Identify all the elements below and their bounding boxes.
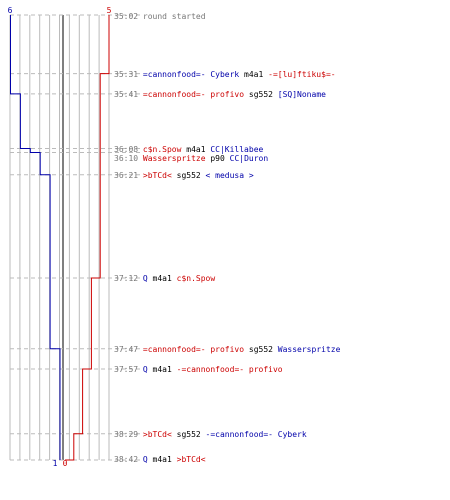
- event-part: sg552: [244, 345, 278, 354]
- event-row: 36:21 >bTCd< sg552 < medusa >: [114, 171, 254, 180]
- event-part: c$n.Spow: [177, 274, 216, 283]
- event-part: m4a1: [239, 70, 268, 79]
- top-right-count: 5: [107, 6, 112, 15]
- event-part: >bTCd<: [177, 455, 206, 464]
- event-time: 36:21: [114, 171, 143, 180]
- event-part: Q: [143, 365, 148, 374]
- event-row: 35:41 =cannonfood=- profivo sg552 [SQ]No…: [114, 90, 326, 99]
- event-row: 38:42 Q m4a1 >bTCd<: [114, 455, 206, 464]
- event-part: Q: [143, 274, 148, 283]
- event-part: m4a1: [148, 365, 177, 374]
- event-part: sg552: [172, 430, 206, 439]
- event-time: 38:42: [114, 455, 143, 464]
- event-part: m4a1: [181, 145, 210, 154]
- event-part: CC|Duron: [230, 154, 269, 163]
- event-part: -=cannonfood=- profivo: [177, 365, 283, 374]
- event-row: 36:10 Wasserspritze p90 CC|Duron: [114, 154, 268, 163]
- event-part: =cannonfood=- Cyberk: [143, 70, 240, 79]
- event-part: sg552: [172, 171, 206, 180]
- event-row: 35:02 round started: [114, 12, 206, 21]
- event-row: 37:47 =cannonfood=- profivo sg552 Wasser…: [114, 345, 341, 354]
- bottom-left-count: 1: [53, 459, 58, 468]
- top-left-count: 6: [8, 6, 13, 15]
- bottom-right-count: 0: [63, 459, 68, 468]
- event-part: sg552: [244, 90, 278, 99]
- event-part: -=cannonfood=- Cyberk: [206, 430, 307, 439]
- event-part: =cannonfood=- profivo: [143, 345, 244, 354]
- event-time: 35:31: [114, 70, 143, 79]
- event-time: 37:12: [114, 274, 143, 283]
- event-dash-lines: [10, 14, 140, 461]
- event-part: =cannonfood=- profivo: [143, 90, 244, 99]
- event-row: 35:31 =cannonfood=- Cyberk m4a1 -=[lu]ft…: [114, 70, 336, 79]
- event-part: CC|Killabee: [210, 145, 263, 154]
- event-part: Q: [143, 455, 148, 464]
- event-part: round started: [143, 12, 206, 21]
- event-time: 38:29: [114, 430, 143, 439]
- event-row: 37:12 Q m4a1 c$n.Spow: [114, 274, 215, 283]
- event-part: c$n.Spow: [143, 145, 182, 154]
- event-time: 35:41: [114, 90, 143, 99]
- axis-labels: 6 5 1 0: [8, 6, 112, 468]
- event-row: 38:29 >bTCd< sg552 -=cannonfood=- Cyberk: [114, 430, 307, 439]
- event-time: 36:10: [114, 154, 143, 163]
- event-part: >bTCd<: [143, 171, 172, 180]
- event-part: [SQ]Noname: [278, 90, 326, 99]
- event-row: 36:08 c$n.Spow m4a1 CC|Killabee: [114, 145, 264, 154]
- red-series-line: [65, 15, 110, 461]
- event-time: 37:47: [114, 345, 143, 354]
- event-part: -=[lu]ftiku$=-: [268, 70, 335, 79]
- event-row: 37:57 Q m4a1 -=cannonfood=- profivo: [114, 365, 283, 374]
- series-lines: [10, 15, 110, 461]
- event-log: 35:02 round started 35:31 =cannonfood=- C…: [114, 12, 341, 464]
- event-part: < medusa >: [206, 171, 254, 180]
- event-time: 35:02: [114, 12, 143, 21]
- event-part: Wasserspritze: [278, 345, 341, 354]
- event-time: 36:08: [114, 145, 143, 154]
- event-part: Wasserspritze: [143, 154, 206, 163]
- event-part: m4a1: [148, 274, 177, 283]
- event-part: p90: [206, 154, 230, 163]
- event-time: 37:57: [114, 365, 143, 374]
- event-part: >bTCd<: [143, 430, 172, 439]
- blue-series-line: [10, 15, 61, 460]
- event-part: m4a1: [148, 455, 177, 464]
